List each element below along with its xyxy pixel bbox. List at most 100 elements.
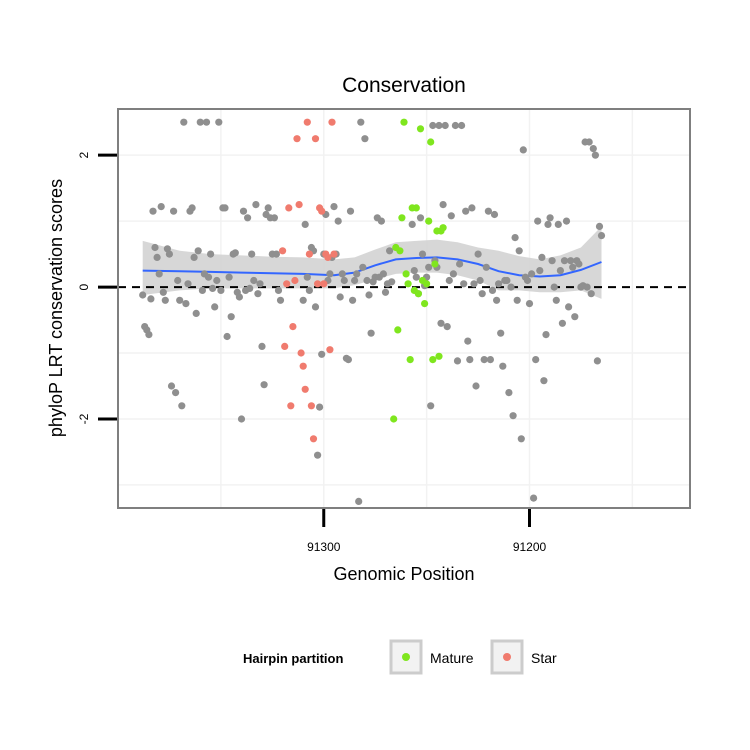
point-other xyxy=(509,412,517,420)
point-other xyxy=(416,214,425,222)
x-axis-title: Genomic Position xyxy=(333,564,474,584)
point-other xyxy=(188,204,196,212)
point-other xyxy=(215,118,223,126)
point-star xyxy=(328,118,336,126)
point-other xyxy=(244,214,252,222)
x-tick-label: 91200 xyxy=(513,540,547,554)
point-other xyxy=(250,276,258,285)
point-other xyxy=(476,276,484,285)
point-other xyxy=(571,313,579,321)
point-star xyxy=(303,118,311,126)
point-other xyxy=(478,290,486,298)
point-other xyxy=(488,286,497,294)
point-other xyxy=(493,296,501,304)
smooth-trend-line xyxy=(142,256,602,278)
point-other xyxy=(145,331,153,339)
point-other xyxy=(151,243,159,252)
point-other xyxy=(462,207,470,215)
point-other xyxy=(248,250,256,258)
point-other xyxy=(153,253,161,261)
point-other xyxy=(192,309,200,317)
point-other xyxy=(196,118,204,126)
point-other xyxy=(176,296,184,304)
point-other xyxy=(178,402,186,410)
point-mature xyxy=(412,204,420,212)
point-star xyxy=(297,349,305,357)
point-other xyxy=(562,217,571,225)
point-other xyxy=(507,283,515,291)
point-other xyxy=(301,220,309,228)
point-mature xyxy=(390,415,398,423)
point-other xyxy=(486,356,494,364)
point-other xyxy=(361,135,369,143)
point-other xyxy=(513,296,521,304)
point-star xyxy=(330,250,338,258)
point-other xyxy=(534,217,542,225)
point-other xyxy=(303,273,311,281)
point-mature xyxy=(400,118,408,126)
point-other xyxy=(363,276,371,285)
point-other xyxy=(202,118,211,126)
point-other xyxy=(377,217,385,225)
point-mature xyxy=(416,125,425,133)
point-star xyxy=(285,204,293,212)
point-other xyxy=(560,257,569,265)
data-points xyxy=(139,118,606,505)
point-other xyxy=(525,300,534,308)
legend: Hairpin partition Mature Star xyxy=(243,639,557,675)
point-other xyxy=(410,267,418,275)
point-other xyxy=(330,203,338,211)
point-other xyxy=(316,403,324,411)
point-mature xyxy=(423,280,431,288)
point-other xyxy=(490,210,499,219)
point-other xyxy=(353,270,361,278)
point-mature xyxy=(427,138,435,146)
point-other xyxy=(252,201,260,209)
point-other xyxy=(458,121,466,130)
point-other xyxy=(221,204,229,212)
point-other xyxy=(482,263,490,271)
point-other xyxy=(274,286,283,294)
point-other xyxy=(540,377,548,385)
point-other xyxy=(523,276,532,285)
point-mature xyxy=(421,300,429,308)
point-other xyxy=(517,435,525,443)
point-other xyxy=(505,389,513,397)
point-star xyxy=(287,402,295,410)
point-mature xyxy=(431,260,439,268)
point-other xyxy=(367,329,375,337)
point-other xyxy=(552,296,560,304)
point-other xyxy=(495,280,503,288)
point-other xyxy=(213,276,221,285)
smooth-confidence-band xyxy=(142,226,602,299)
point-star xyxy=(295,201,303,209)
point-other xyxy=(139,291,147,299)
point-mature xyxy=(396,247,404,255)
point-other xyxy=(565,303,573,311)
point-other xyxy=(167,382,176,390)
point-other xyxy=(558,319,567,327)
point-mature xyxy=(429,356,437,364)
point-star xyxy=(291,276,299,285)
point-other xyxy=(336,293,344,301)
y-tick-label: -2 xyxy=(77,413,91,424)
panel-background xyxy=(118,109,690,508)
point-other xyxy=(299,296,307,304)
point-other xyxy=(593,357,602,365)
point-star xyxy=(293,135,301,143)
y-axis: -2 0 2 xyxy=(77,152,117,424)
point-other xyxy=(412,273,420,281)
point-other xyxy=(180,118,188,126)
point-other xyxy=(439,201,447,209)
point-star xyxy=(309,435,318,443)
point-other xyxy=(511,234,519,242)
point-star xyxy=(301,385,309,393)
point-other xyxy=(305,286,313,294)
point-other xyxy=(246,284,254,292)
point-other xyxy=(451,121,459,130)
point-other xyxy=(256,280,264,288)
legend-label-mature: Mature xyxy=(430,650,474,666)
point-other xyxy=(554,220,562,228)
point-star xyxy=(320,280,328,288)
point-other xyxy=(351,276,359,285)
